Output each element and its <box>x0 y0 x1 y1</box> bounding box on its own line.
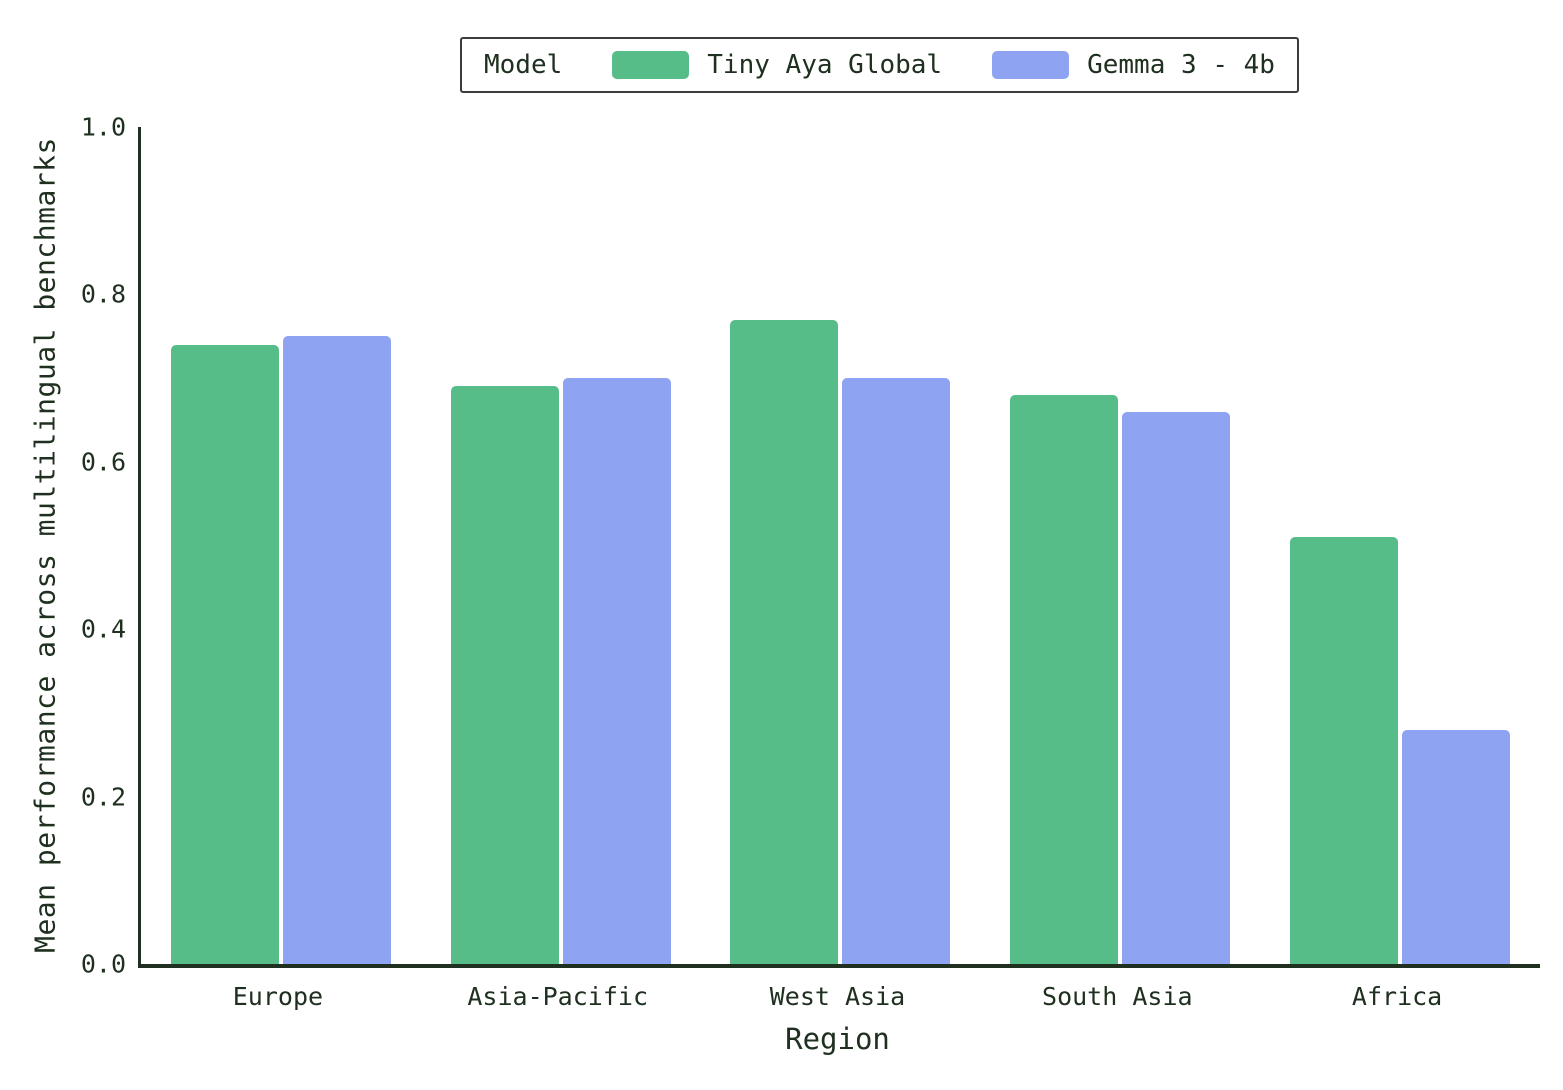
bar-tiny-aya-global-europe <box>170 344 279 964</box>
bar-tiny-aya-global-africa <box>1290 537 1399 964</box>
legend-title: Model <box>484 50 563 80</box>
plot-area <box>138 127 1540 968</box>
y-tick-label-0.8: 0.8 <box>80 279 126 309</box>
legend-item-gemma-3-4b: Gemma 3 - 4b <box>992 51 1275 79</box>
bar-tiny-aya-global-west-asia <box>730 319 839 964</box>
x-tick-row: Europe Asia-Pacific West Asia South Asia Afr… <box>138 982 1537 1012</box>
y-tick-label-0.2: 0.2 <box>80 782 126 812</box>
bar-group-europe <box>141 127 421 964</box>
legend-item-tiny-aya-global: Tiny Aya Global <box>612 51 942 79</box>
x-tick-label-europe: Europe <box>232 982 324 1011</box>
x-tick-label-africa: Africa <box>1351 982 1443 1011</box>
plot-groups <box>141 127 1540 964</box>
bar-gemma-3-4b-south-asia <box>1122 411 1231 964</box>
legend-label: Tiny Aya Global <box>707 50 943 80</box>
y-tick-label-0.4: 0.4 <box>80 614 126 644</box>
y-tick-label-1.0: 1.0 <box>80 112 126 142</box>
x-tick-label-south-asia: South Asia <box>1042 982 1193 1011</box>
legend-label: Gemma 3 - 4b <box>1087 50 1275 80</box>
bar-gemma-3-4b-west-asia <box>842 378 951 964</box>
x-tick-label-asia-pacific: Asia-Pacific <box>467 982 648 1011</box>
x-axis-title: Region <box>785 1022 890 1056</box>
x-tick-label-west-asia: West Asia <box>769 982 906 1011</box>
legend: Model Tiny Aya Global Gemma 3 - 4b <box>460 37 1299 93</box>
bar-group-south-asia <box>980 127 1260 964</box>
bar-tiny-aya-global-asia-pacific <box>450 386 559 964</box>
bar-gemma-3-4b-europe <box>282 336 391 964</box>
bar-group-west-asia <box>701 127 981 964</box>
legend-swatch-tiny-aya-global <box>612 51 690 79</box>
y-tick-label-0.0: 0.0 <box>80 949 126 979</box>
y-axis-title: Mean performance across multilingual ben… <box>28 137 62 953</box>
legend-swatch-gemma-3-4b <box>992 51 1070 79</box>
bar-group-africa <box>1260 127 1540 964</box>
bar-gemma-3-4b-africa <box>1402 729 1511 964</box>
bar-gemma-3-4b-asia-pacific <box>562 378 671 964</box>
y-tick-label-0.6: 0.6 <box>80 447 126 477</box>
bar-group-asia-pacific <box>421 127 701 964</box>
bar-tiny-aya-global-south-asia <box>1010 394 1119 964</box>
